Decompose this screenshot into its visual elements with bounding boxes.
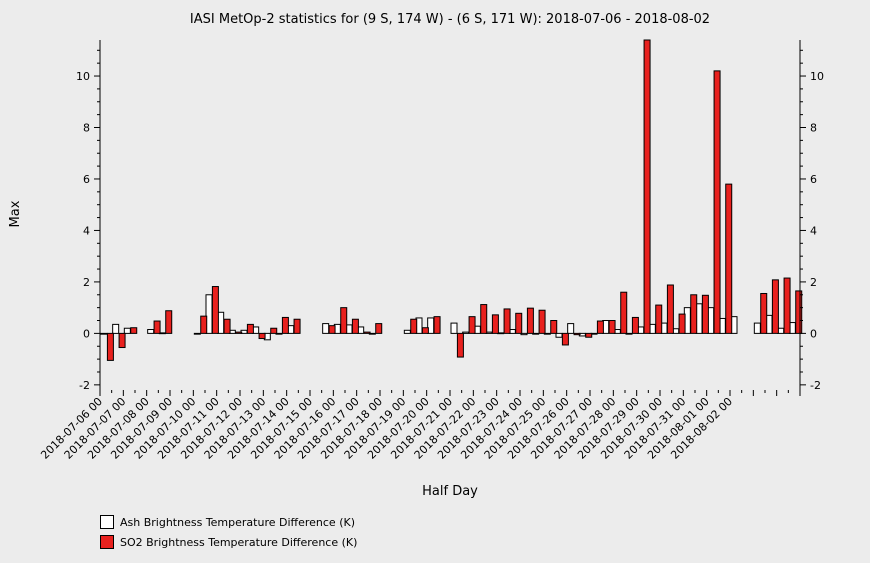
legend: Ash Brightness Temperature Difference (K…: [100, 512, 357, 552]
legend-swatch-ash: [100, 515, 114, 529]
so2-bar: [713, 70, 721, 334]
so2-bar: [340, 307, 348, 334]
y-axis-label: Max: [8, 200, 23, 227]
y-tick-label-right: 6: [810, 173, 817, 186]
y-tick-label-left: 8: [83, 122, 90, 135]
so2-bar: [573, 332, 581, 336]
y-tick-label-right: 4: [810, 224, 817, 237]
so2-bar: [550, 320, 558, 334]
so2-bar: [655, 304, 663, 334]
so2-bar: [200, 315, 208, 334]
y-tick-label-left: -2: [79, 379, 90, 392]
so2-bar: [596, 320, 604, 334]
so2-bar: [328, 325, 336, 334]
ash-bar: [112, 323, 120, 334]
so2-bar: [690, 294, 698, 334]
y-tick-label-left: 4: [83, 224, 90, 237]
so2-bar: [561, 332, 569, 346]
y-tick-label-right: 10: [810, 70, 824, 83]
so2-bar: [538, 309, 546, 334]
ash-bar: [520, 332, 528, 336]
x-axis-label: Half Day: [422, 484, 478, 499]
so2-bar: [771, 279, 779, 334]
so2-bar: [421, 327, 429, 334]
so2-bar: [678, 313, 686, 334]
so2-bar: [491, 314, 499, 334]
so2-bar: [153, 320, 161, 334]
so2-bar: [480, 304, 488, 334]
so2-bar: [270, 327, 278, 334]
so2-bar: [608, 320, 616, 334]
so2-bar: [293, 318, 301, 334]
y-tick-label-left: 10: [76, 70, 90, 83]
ash-bar: [123, 327, 131, 334]
y-tick-label-right: 0: [810, 327, 817, 340]
so2-bar: [526, 307, 534, 334]
so2-bar: [235, 331, 243, 334]
so2-bar: [118, 332, 126, 349]
legend-item-ash: Ash Brightness Temperature Difference (K…: [100, 512, 357, 532]
so2-bar: [701, 294, 709, 334]
legend-swatch-so2: [100, 535, 114, 549]
y-tick-label-left: 2: [83, 276, 90, 289]
so2-bar: [456, 332, 464, 358]
legend-item-so2: SO2 Brightness Temperature Difference (K…: [100, 532, 357, 552]
y-tick-label-right: 8: [810, 122, 817, 135]
so2-bar: [631, 316, 639, 334]
y-tick-label-left: 0: [83, 327, 90, 340]
y-tick-label-right: -2: [810, 379, 821, 392]
so2-bar: [585, 332, 593, 338]
so2-bar: [515, 312, 523, 334]
so2-bar: [258, 332, 266, 340]
so2-bar: [410, 318, 418, 334]
so2-bar: [666, 284, 674, 334]
ash-bar: [147, 329, 155, 334]
so2-bar: [223, 318, 231, 334]
ash-bar: [567, 323, 575, 334]
legend-label-ash: Ash Brightness Temperature Difference (K…: [120, 515, 355, 529]
so2-bar: [130, 327, 138, 334]
ash-bar: [193, 332, 201, 335]
so2-bar: [468, 316, 476, 334]
so2-bar: [351, 318, 359, 334]
so2-bar: [433, 316, 441, 334]
so2-bar: [760, 292, 768, 334]
so2-bar: [211, 286, 219, 334]
so2-bar: [363, 331, 371, 334]
ash-bar: [555, 332, 563, 338]
so2-bar: [503, 308, 511, 334]
ash-bar: [403, 329, 411, 334]
y-tick-label-right: 2: [810, 276, 817, 289]
so2-bar: [783, 277, 791, 334]
bars-group: [100, 39, 803, 361]
so2-bar: [246, 323, 254, 334]
so2-bar: [725, 183, 733, 334]
chart-title: IASI MetOp-2 statistics for (9 S, 174 W)…: [190, 12, 710, 27]
ash-bar: [450, 322, 458, 334]
so2-bar: [165, 310, 173, 334]
ash-bar: [322, 323, 330, 334]
so2-bar: [281, 316, 289, 334]
so2-bar: [795, 290, 803, 334]
ash-bar: [100, 332, 108, 335]
so2-bar: [375, 323, 383, 334]
so2-bar: [106, 332, 114, 361]
y-tick-label-left: 6: [83, 173, 90, 186]
so2-bar: [620, 291, 628, 334]
so2-bar: [643, 39, 651, 334]
ash-bar: [753, 322, 761, 334]
legend-label-so2: SO2 Brightness Temperature Difference (K…: [120, 535, 358, 549]
